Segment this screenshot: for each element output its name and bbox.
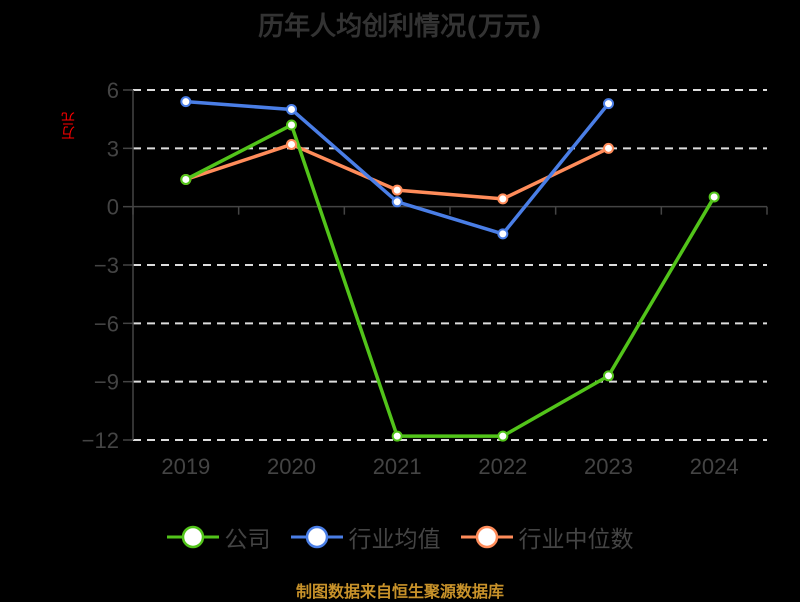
legend-label: 行业中位数 <box>518 527 634 553</box>
y-axis-ticks: 6 3 0 −3 −6 −9 −12 <box>82 78 119 453</box>
x-axis-ticks: 2019 2020 2021 2022 2023 2024 <box>161 454 738 479</box>
y-tick-label: −9 <box>94 370 119 395</box>
data-point-marker[interactable] <box>180 173 192 185</box>
axes <box>123 89 768 441</box>
x-tick-label: 2023 <box>584 454 633 479</box>
data-point-marker[interactable] <box>497 193 509 205</box>
data-source-note: 制图数据来自恒生聚源数据库 <box>295 582 504 601</box>
y-tick-label: −12 <box>82 428 119 453</box>
data-point-marker[interactable] <box>391 184 403 196</box>
y-tick-label: 3 <box>107 136 119 161</box>
legend-item-company[interactable]: 公司 <box>166 520 271 554</box>
series-line <box>185 123 716 438</box>
y-tick-label: 0 <box>107 195 119 220</box>
x-tick-label: 2020 <box>267 454 316 479</box>
x-tick-label: 2024 <box>690 454 739 479</box>
data-point-marker[interactable] <box>286 103 297 115</box>
legend-item-industry-average[interactable]: 行业均值 <box>290 520 441 554</box>
series-line <box>185 99 610 236</box>
y-tick-label: −6 <box>94 311 119 336</box>
series-lines <box>180 96 720 442</box>
data-point-marker[interactable] <box>603 142 614 154</box>
x-tick-label: 2019 <box>161 454 210 479</box>
legend-item-industry-median[interactable]: 行业中位数 <box>460 520 634 554</box>
data-point-marker[interactable] <box>391 196 403 208</box>
data-point-marker[interactable] <box>286 119 297 131</box>
legend-marker-icon <box>460 525 513 549</box>
x-tick-label: 2022 <box>478 454 527 479</box>
legend: 公司 行业均值 行业中位数 <box>0 520 800 554</box>
legend-marker-icon <box>166 525 219 549</box>
y-tick-label: 6 <box>107 78 119 103</box>
legend-label: 公司 <box>224 527 271 553</box>
data-point-marker[interactable] <box>286 138 297 150</box>
grid-lines <box>133 89 767 441</box>
data-point-marker[interactable] <box>708 191 720 203</box>
data-point-marker[interactable] <box>603 98 614 110</box>
data-point-marker[interactable] <box>391 430 403 442</box>
data-point-marker[interactable] <box>497 430 509 442</box>
data-point-marker[interactable] <box>180 96 192 108</box>
legend-marker-icon <box>290 525 343 549</box>
data-point-marker[interactable] <box>497 228 509 240</box>
x-tick-label: 2021 <box>373 454 422 479</box>
chart-title: 历年人均创利情况(万元) <box>258 12 542 42</box>
data-point-marker[interactable] <box>603 370 614 382</box>
legend-label: 行业均值 <box>348 527 441 553</box>
y-tick-label: −3 <box>94 253 119 278</box>
